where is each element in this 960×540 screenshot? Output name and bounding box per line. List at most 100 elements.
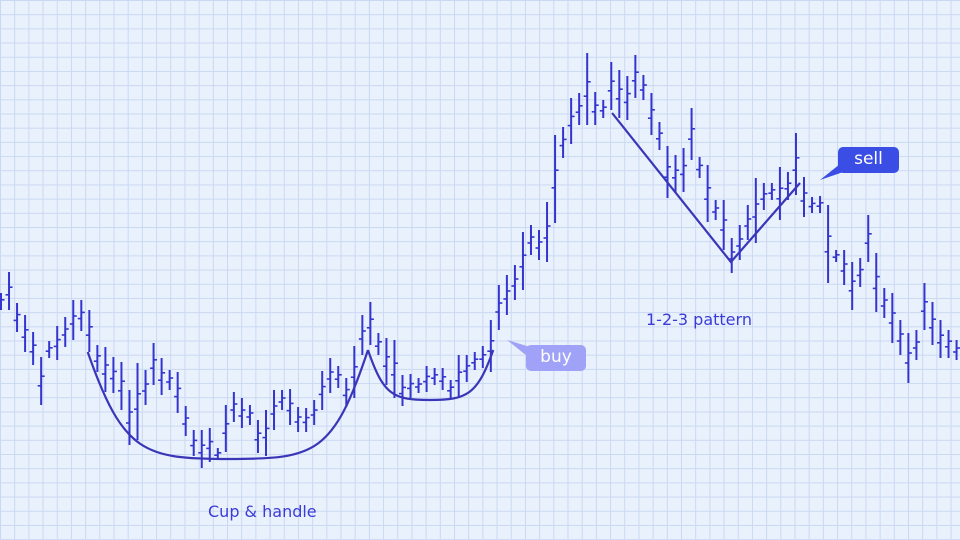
ohlc-bar	[487, 320, 495, 372]
ohlc-bar	[334, 366, 342, 388]
one-two-three-line	[611, 112, 801, 264]
ohlc-bar	[776, 167, 784, 220]
ohlc-bar	[399, 375, 406, 406]
ohlc-bar	[390, 340, 398, 398]
ohlc-bar	[655, 122, 663, 150]
ohlc-bar	[206, 428, 214, 462]
ohlc-bar	[294, 407, 302, 432]
ohlc-bar	[864, 215, 872, 262]
ohlc-bar	[142, 370, 150, 405]
ohlc-bar	[599, 100, 607, 118]
ohlc-bar	[455, 355, 463, 398]
ohlc-bar	[270, 390, 278, 430]
ohlc-bar	[302, 408, 310, 432]
ohlc-bar	[527, 225, 535, 255]
ohlc-bar	[808, 197, 816, 213]
ohlc-bar	[688, 108, 696, 160]
ohlc-bar	[342, 378, 350, 407]
ohlc-bar	[166, 370, 174, 390]
ohlc-bar	[222, 405, 230, 452]
ohlc-bar	[567, 98, 575, 144]
ohlc-bar	[431, 368, 439, 385]
ohlc-bar	[423, 366, 431, 392]
ohlc-bar	[696, 157, 704, 178]
ohlc-bar	[792, 133, 800, 195]
ohlc-bar	[182, 406, 190, 436]
ohlc-bar	[543, 202, 551, 262]
ohlc-bar	[832, 250, 840, 262]
ohlc-bar	[591, 92, 599, 125]
ohlc-bar	[615, 70, 623, 118]
ohlc-bar	[53, 326, 61, 360]
ohlc-bar	[856, 258, 864, 287]
ohlc-bar	[720, 200, 728, 250]
ohlc-bar	[479, 346, 487, 368]
ohlc-bar	[937, 320, 945, 358]
ohlc-bar	[29, 332, 37, 365]
sell-bubble: sell	[838, 147, 899, 173]
ohlc-bar	[366, 302, 374, 345]
ohlc-bar	[559, 127, 567, 158]
ohlc-bar	[278, 390, 286, 410]
ohlc-bar	[704, 165, 712, 222]
ohlc-bar	[495, 285, 503, 330]
ohlc-bar	[647, 93, 655, 135]
ohlc-bar	[61, 317, 69, 347]
ohlc-bar	[447, 380, 455, 398]
ohlc-bar	[13, 303, 21, 332]
ohlc-bars	[0, 53, 960, 468]
ohlc-bar	[358, 315, 366, 355]
ohlc-bar	[21, 315, 29, 352]
ohlc-bar	[760, 183, 768, 210]
ohlc-bar	[535, 230, 543, 260]
ohlc-bar	[623, 76, 631, 120]
ohlc-bar	[310, 400, 318, 425]
ohlc-bar	[262, 410, 270, 456]
ohlc-bar	[912, 330, 920, 360]
cup-curve	[86, 349, 370, 461]
ohlc-bar	[117, 362, 125, 410]
ohlc-bar	[45, 341, 53, 358]
ohlc-bar	[190, 430, 198, 456]
ohlc-bar	[680, 148, 688, 192]
ohlc-bar	[519, 232, 527, 290]
ohlc-bar	[744, 205, 752, 240]
ohlc-bar	[158, 358, 166, 395]
ohlc-bar	[382, 338, 390, 385]
ohlc-bar	[575, 93, 583, 125]
ohlc-bar	[69, 300, 77, 340]
ohlc-bar	[904, 333, 912, 383]
ohlc-bar	[880, 288, 888, 318]
ohlc-bar	[736, 225, 744, 260]
cup-and-handle-label: Cup & handle	[208, 502, 317, 521]
buy-bubble: buy	[526, 345, 586, 371]
ohlc-bar	[848, 262, 856, 310]
ohlc-bar	[134, 363, 142, 440]
ohlc-bar	[728, 238, 736, 273]
ohlc-bar	[85, 310, 93, 352]
ohlc-bar	[374, 333, 382, 355]
ohlc-bar	[415, 378, 423, 393]
ohlc-bar	[439, 368, 447, 390]
ohlc-bar	[824, 205, 832, 283]
ohlc-bar	[840, 250, 848, 285]
handle-curve	[366, 349, 495, 402]
ohlc-bar	[928, 302, 936, 345]
ohlc-bar	[583, 53, 591, 125]
ohlc-bar	[816, 196, 824, 213]
ohlc-bar	[174, 372, 182, 413]
ohlc-bar	[198, 430, 206, 468]
ohlc-bar	[672, 155, 680, 193]
ohlc-bar	[37, 357, 45, 405]
ohlc-bar	[607, 62, 615, 110]
ohlc-bar	[920, 283, 928, 330]
ohlc-bar	[77, 300, 85, 331]
ohlc-bar	[800, 177, 808, 217]
ohlc-bar	[639, 75, 647, 100]
ohlc-bar	[953, 340, 960, 360]
ohlc-bar	[407, 374, 415, 398]
ohlc-bar	[471, 352, 479, 370]
ohlc-bar	[511, 265, 519, 300]
ohlc-bar	[238, 398, 246, 428]
